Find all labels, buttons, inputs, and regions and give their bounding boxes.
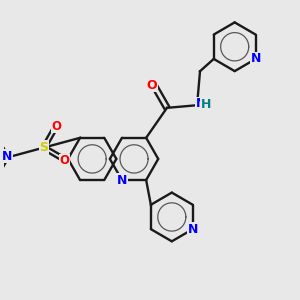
Text: N: N	[2, 150, 13, 163]
Text: S: S	[39, 141, 48, 154]
Text: O: O	[51, 120, 61, 133]
Text: N: N	[196, 97, 206, 110]
Text: N: N	[250, 52, 261, 65]
Text: O: O	[59, 154, 69, 167]
Text: O: O	[147, 79, 157, 92]
Text: N: N	[188, 223, 198, 236]
Text: H: H	[201, 98, 211, 111]
Text: N: N	[117, 173, 127, 187]
